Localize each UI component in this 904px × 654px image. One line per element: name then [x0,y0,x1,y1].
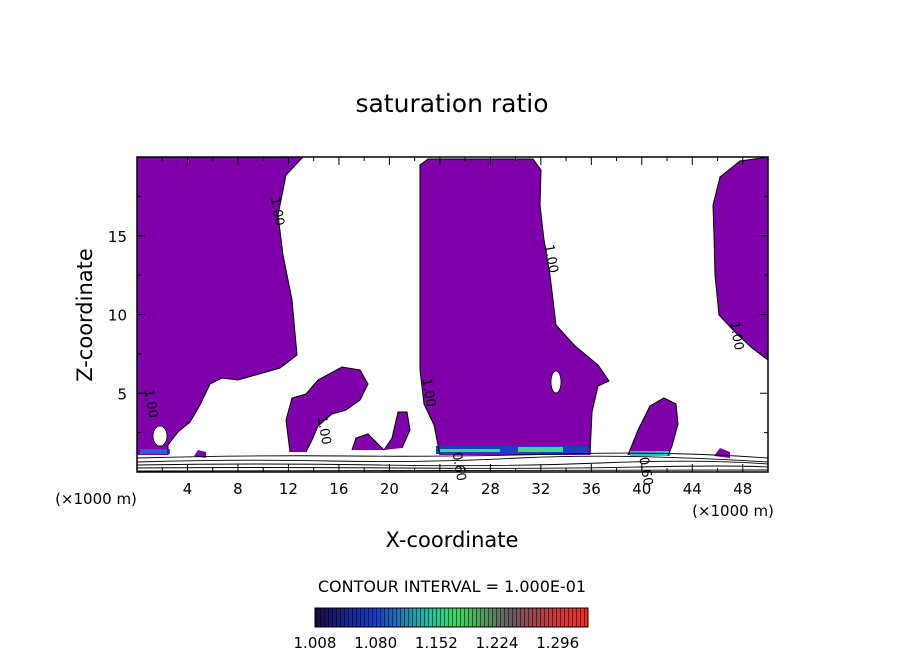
x-tick-label: 48 [733,480,752,498]
contour-left-plume [167,156,304,455]
region-small-cloud-14 [286,367,368,452]
contour-labels: 1.001.001.001.001.001.000.60 0.60 [141,196,746,487]
band-left [140,449,170,454]
contour-small-blob-19 [351,433,385,451]
contour-small-blob-21 [383,411,411,451]
x-axis-label: X-coordinate [386,528,519,552]
contour-small-cloud-42 [627,397,679,457]
colorbar-tick-label: 1.008 [294,634,337,652]
x-tick-label: 28 [481,480,500,498]
region-small-blob-19 [352,434,384,450]
contour-label: 1.00 [541,243,561,274]
region-left-plume [137,157,303,455]
x-axis-ticks: 4 8 12 16 20 24 28 32 36 40 44 48 [161,157,752,498]
surface-line-1 [136,452,769,459]
colorbar: 1.008 1.080 1.152 1.224 1.296 [294,607,589,652]
y-axis-ticks: 5 10 15 [108,195,768,434]
x-axis-unit-right: (×1000 m) [692,502,774,520]
contour-label: 1.00 [418,377,438,408]
hole-middle [550,370,562,394]
supersaturated-regions [137,157,768,458]
region-tiny-blob-46 [714,448,730,458]
x-tick-label: 44 [683,480,702,498]
band-mid-green2 [518,447,563,452]
y-tick-label: 15 [108,228,127,246]
contour-label: 1.00 [726,320,746,351]
colorbar-tick-label: 1.296 [536,634,579,652]
region-small-cloud-42 [628,398,678,456]
contour-middle-column [419,158,610,456]
x-tick-label: 4 [183,480,193,498]
x-tick-label: 20 [380,480,399,498]
colorbar-tick-labels: 1.008 1.080 1.152 1.224 1.296 [294,634,580,652]
region-right-plume [713,157,768,360]
y-tick-label: 10 [108,307,127,325]
x-tick-label: 32 [531,480,550,498]
contour-label: 0.60 [449,451,469,482]
contour-label: 1.00 [314,415,334,446]
surface-line-4 [136,465,769,469]
y-axis-label: Z-coordinate [73,248,97,382]
x-tick-label: 36 [582,480,601,498]
region-tiny-blob-5 [194,450,206,458]
surface-line-5 [136,469,769,472]
surface-line-2 [136,455,769,463]
x-tick-label: 8 [233,480,243,498]
contour-interval-label: CONTOUR INTERVAL = 1.000E-01 [318,577,586,596]
x-tick-label: 24 [430,480,449,498]
band-mid [436,446,588,454]
colorbar-tick-label: 1.224 [476,634,519,652]
x-tick-label: 16 [329,480,348,498]
colorbar-stripes [315,608,588,627]
y-tick-label: 5 [117,385,127,403]
contour-small-cloud-14 [285,366,369,453]
colorbar-tick-label: 1.152 [415,634,458,652]
x-axis-unit-left: (×1000 m) [55,490,137,508]
surface-line-3 [136,460,769,467]
hole-left [152,425,168,447]
x-tick-label: 12 [279,480,298,498]
region-middle-column [420,159,609,455]
chart-title: saturation ratio [355,89,548,118]
contour-label: 1.00 [141,388,161,419]
contour-label: 1.00 [267,196,287,227]
contour-lines-near-surface [136,452,769,472]
band-mid-green [440,449,500,452]
colorbar-tick-label: 1.080 [354,634,397,652]
contour-lines-1-00 [167,156,769,457]
x-tick-label: 40 [632,480,651,498]
contour-right-plume [712,156,769,361]
colorbar-frame [314,607,589,628]
